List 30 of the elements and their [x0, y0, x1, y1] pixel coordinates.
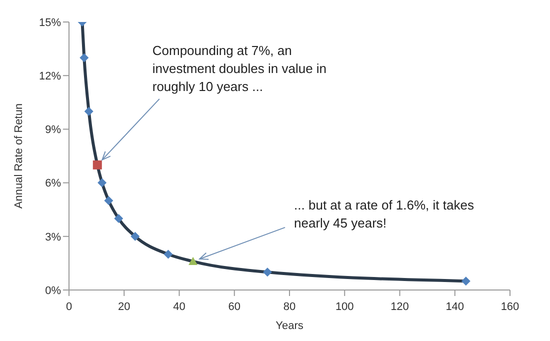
- point: [98, 178, 107, 188]
- y-tick-label: 6%: [45, 178, 62, 190]
- x-tick-label: 140: [446, 301, 464, 313]
- point: [130, 232, 140, 241]
- annotation: Compounding at 7%, an investment doubles in value in roughly 10 years ...: [152, 42, 327, 94]
- y-axis-title: Annual Rate of Retun: [12, 103, 25, 209]
- point: [92, 160, 102, 170]
- y-tick-label: 9%: [45, 124, 62, 136]
- point: [188, 256, 198, 266]
- y-tick-label: 12%: [38, 70, 62, 83]
- x-tick-label: 80: [283, 301, 296, 313]
- point: [164, 250, 173, 259]
- x-axis-title: Years: [276, 320, 304, 332]
- point: [461, 276, 470, 286]
- x-tick-label: 160: [500, 301, 520, 313]
- x-tick-label: 120: [390, 301, 409, 313]
- point: [84, 106, 94, 116]
- x-tick-label: 20: [118, 301, 130, 313]
- point: [262, 268, 272, 277]
- x-tick-label: 40: [173, 301, 186, 313]
- x-tick-label: 0: [66, 301, 72, 313]
- y-tick-label: 0%: [45, 284, 62, 297]
- x-tick-label: 60: [228, 301, 240, 313]
- point: [114, 214, 124, 224]
- annotation: ... but at a rate of 1.6%, it takes nearly 45 years!: [294, 197, 474, 230]
- point: [80, 53, 89, 62]
- y-tick-label: 15%: [38, 16, 62, 29]
- y-tick-label: 3%: [45, 231, 62, 244]
- x-tick-label: 100: [335, 301, 354, 313]
- point: [104, 196, 114, 206]
